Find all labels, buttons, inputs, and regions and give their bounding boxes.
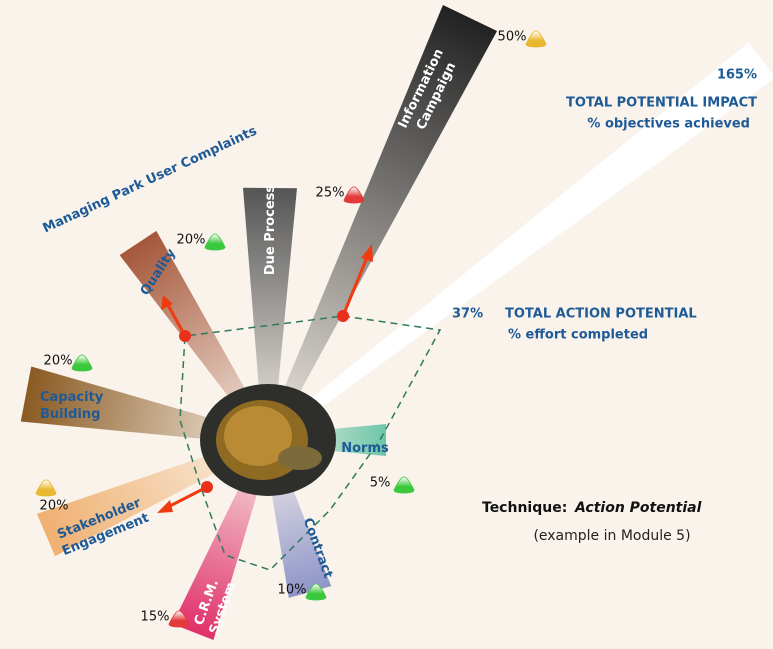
spoke-label-line: Capacity xyxy=(40,390,104,405)
spoke-label-line: Due Process xyxy=(263,185,278,276)
percent-label: 20% xyxy=(44,354,73,369)
snail xyxy=(200,384,336,496)
action-label: TOTAL ACTION POTENTIAL xyxy=(505,307,697,322)
diagram: InformationCampaign50%Due Process25%Qual… xyxy=(0,0,773,649)
technique-note: (example in Module 5) xyxy=(533,528,690,544)
impact-sublabel: % objectives achieved xyxy=(587,117,750,132)
impact-label: TOTAL POTENTIAL IMPACT xyxy=(566,96,757,111)
percent-label: 50% xyxy=(498,30,527,45)
spoke-label: Due Process xyxy=(263,185,278,276)
technique-name: Action Potential xyxy=(574,500,702,516)
spoke-label-line: Building xyxy=(40,407,100,422)
percent-label: 20% xyxy=(40,499,69,514)
spoke-label-line: Norms xyxy=(341,441,389,456)
percent-label: 15% xyxy=(141,610,170,625)
technique-label: Technique: xyxy=(482,500,567,516)
action-sublabel: % effort completed xyxy=(508,328,648,343)
percent-label: 10% xyxy=(278,583,307,598)
percent-label: 20% xyxy=(177,233,206,248)
percent-label: 25% xyxy=(316,186,345,201)
percent-label: 5% xyxy=(370,476,391,491)
impact-value: 165% xyxy=(717,68,757,83)
spoke-label: Norms xyxy=(341,441,389,456)
action-value: 37% xyxy=(452,307,483,322)
